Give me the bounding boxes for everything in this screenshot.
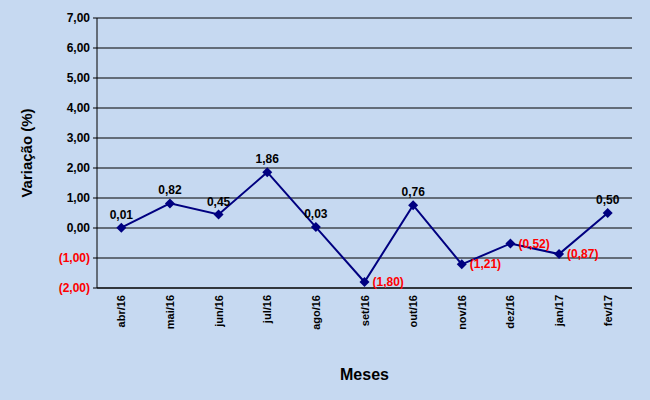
grid-line (97, 168, 632, 169)
y-tick (93, 78, 97, 79)
marker (360, 277, 370, 287)
grid-line (97, 288, 632, 289)
x-tick-label: jul/16 (261, 295, 273, 324)
data-label: 0,01 (110, 208, 134, 222)
grid-line (97, 228, 632, 229)
y-axis (97, 18, 98, 288)
chart-container: (2,00) (1,00) 0,00 1,00 2,00 3,00 4,00 5,00 6,00… (0, 0, 650, 400)
y-tick (93, 168, 97, 169)
y-tick-label: 1,00 (67, 191, 91, 205)
y-tick (93, 138, 97, 139)
data-label: 0,50 (596, 193, 620, 207)
x-axis-title: Meses (340, 366, 389, 383)
background (0, 0, 650, 400)
x-tick-label: mai/16 (164, 295, 176, 329)
marker (505, 239, 515, 249)
data-label: 0,03 (304, 207, 328, 221)
x-tick-label: abr/16 (115, 295, 127, 327)
y-tick-label: 0,00 (67, 221, 91, 235)
x-tick-label: jun/16 (213, 295, 225, 328)
x-axis (97, 288, 632, 289)
y-tick-label: 7,00 (67, 11, 91, 25)
data-label: (0,87) (567, 247, 598, 261)
y-tick (93, 228, 97, 229)
x-tick-label: out/16 (407, 295, 419, 327)
x-tick-label: dez/16 (504, 295, 516, 329)
marker (262, 167, 272, 177)
grid-line (97, 258, 632, 259)
data-label: 0,76 (401, 185, 425, 199)
y-tick-label: (2,00) (59, 281, 90, 295)
x-tick-label: set/16 (359, 295, 371, 326)
series-group (116, 167, 612, 287)
data-label: 1,86 (256, 152, 280, 166)
grid-line (97, 138, 632, 139)
grid-line (97, 78, 632, 79)
marker (554, 249, 564, 259)
marker (116, 223, 126, 233)
grid-line (97, 108, 632, 109)
data-label: (1,80) (373, 275, 404, 289)
marker (408, 200, 418, 210)
plot-area (97, 18, 632, 288)
data-label: (0,52) (518, 237, 549, 251)
data-label: 0,45 (207, 195, 231, 209)
y-axis-title: Variação (%) (18, 108, 35, 197)
y-tick-label: 2,00 (67, 161, 91, 175)
marker (165, 198, 175, 208)
marker (603, 208, 613, 218)
y-tick-label: (1,00) (59, 251, 90, 265)
grid-line (97, 18, 632, 19)
y-tick (93, 198, 97, 199)
y-tick (93, 48, 97, 49)
chart: (2,00) (1,00) 0,00 1,00 2,00 3,00 4,00 5,00 6,00… (0, 0, 650, 400)
marker (311, 222, 321, 232)
marker (214, 210, 224, 220)
y-tick (93, 18, 97, 19)
y-tick (93, 108, 97, 109)
series-line (121, 172, 607, 282)
x-tick-label: nov/16 (456, 295, 468, 330)
grid-line (97, 198, 632, 199)
data-label: 0,82 (158, 183, 182, 197)
x-tick-label: ago/16 (310, 295, 322, 330)
y-tick (93, 288, 97, 289)
y-tick-label: 3,00 (67, 131, 91, 145)
y-tick-label: 6,00 (67, 41, 91, 55)
x-tick-label: jan/17 (553, 295, 565, 327)
grid-line (97, 48, 632, 49)
data-label: (1,21) (470, 257, 501, 271)
marker (457, 259, 467, 269)
x-tick-label: fev/17 (602, 295, 614, 326)
y-tick-label: 5,00 (67, 71, 91, 85)
y-tick-label: 4,00 (67, 101, 91, 115)
y-tick (93, 258, 97, 259)
